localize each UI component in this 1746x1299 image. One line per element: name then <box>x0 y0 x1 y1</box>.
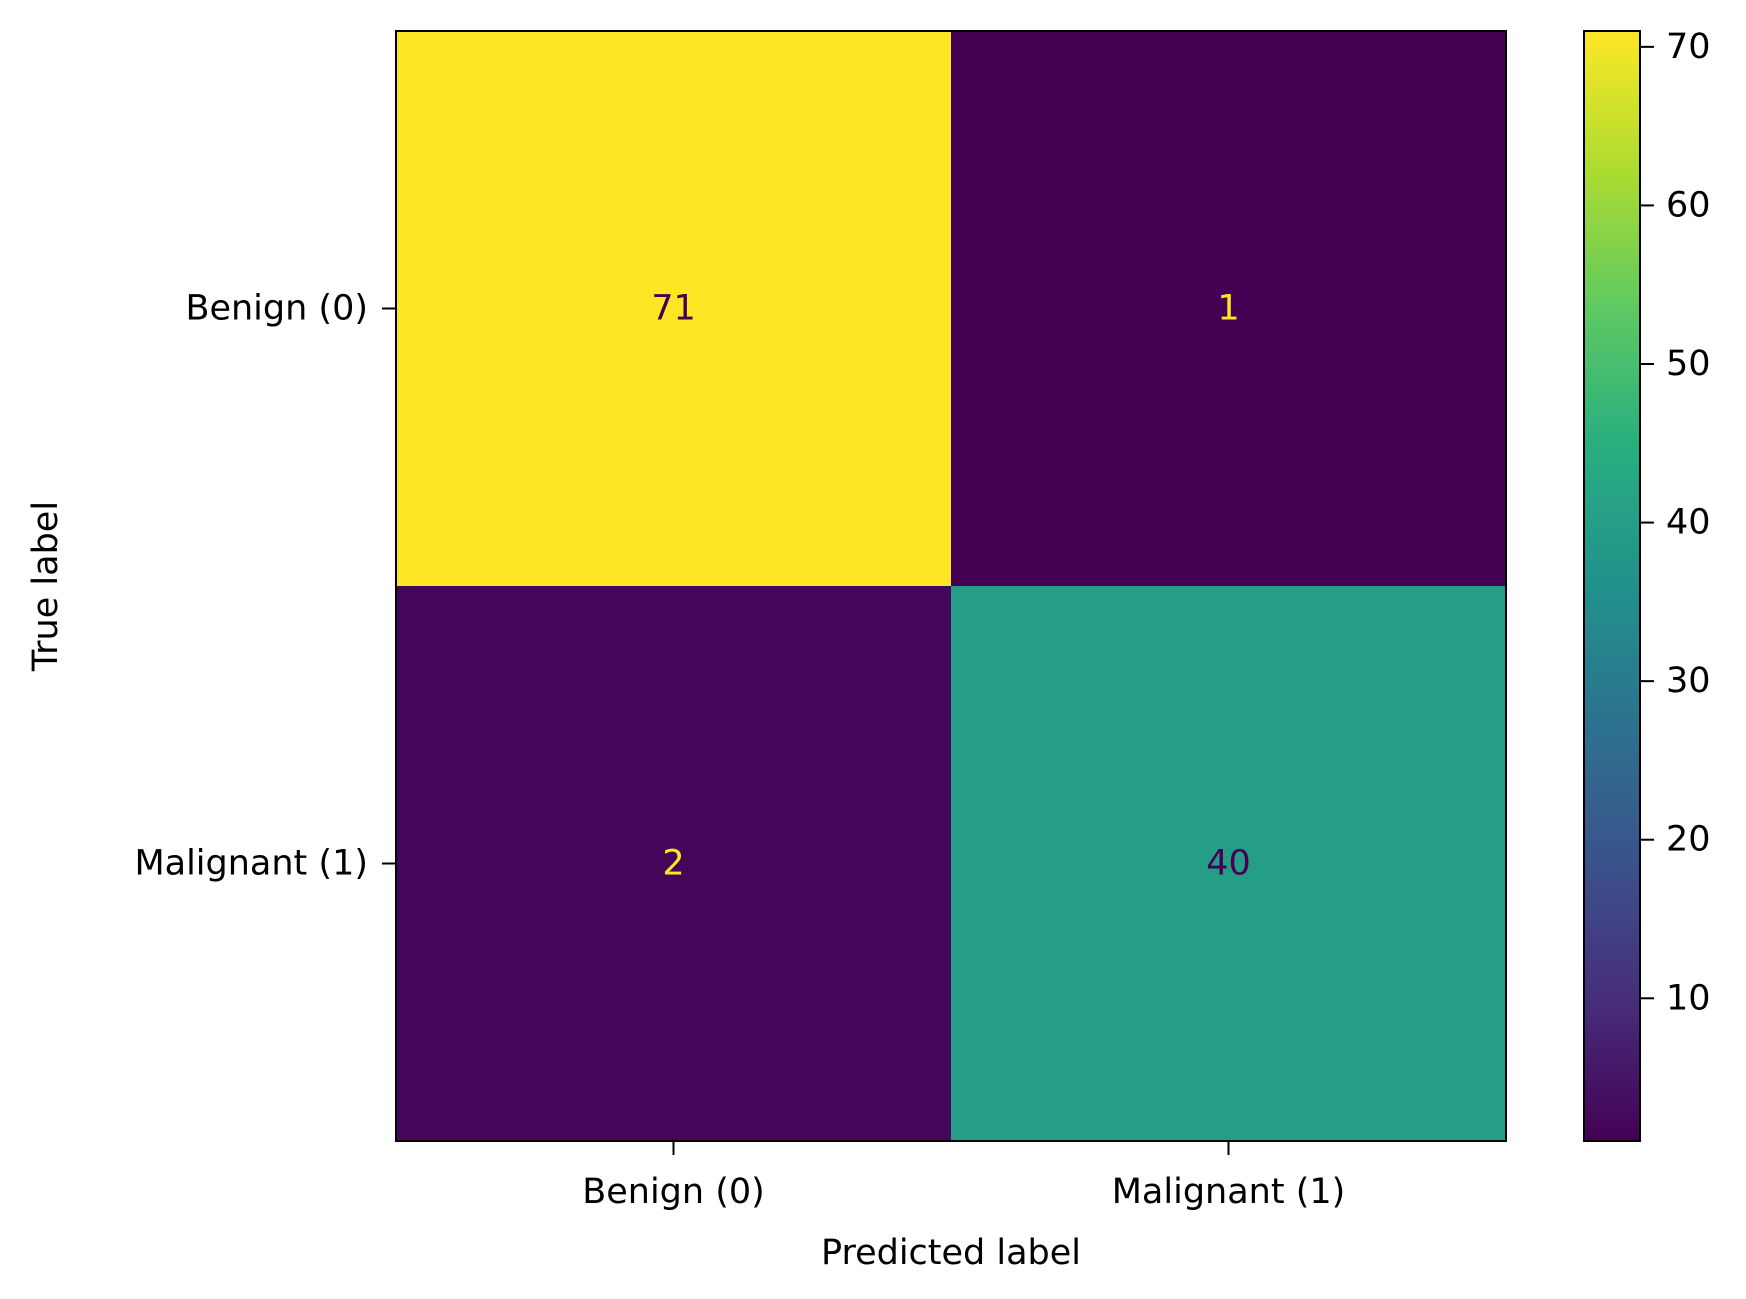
y-axis-title: True label <box>26 501 66 672</box>
colorbar-tick-label: 40 <box>1666 503 1711 543</box>
cell-value-r1-c1: 40 <box>1206 844 1251 884</box>
x-axis-ticks: Benign (0) Malignant (1) <box>582 1141 1345 1212</box>
colorbar-tick-label: 20 <box>1666 820 1711 860</box>
matrix-cell-r0-c1 <box>951 31 1506 586</box>
x-tick-label: Malignant (1) <box>1112 1172 1346 1212</box>
cell-value-r1-c0: 2 <box>662 844 684 884</box>
colorbar-tick-label: 60 <box>1666 185 1711 225</box>
colorbar-gradient <box>1584 31 1640 1141</box>
y-tick-label: Malignant (1) <box>134 844 368 884</box>
colorbar-ticks: 10 20 30 40 50 60 70 <box>1640 27 1711 1018</box>
matrix-cell-r1-c1 <box>951 586 1506 1141</box>
colorbar: 10 20 30 40 50 60 70 <box>1583 27 1711 1142</box>
cell-value-r0-c1: 1 <box>1217 289 1239 329</box>
colorbar-tick-label: 10 <box>1666 978 1711 1018</box>
cell-value-r0-c0: 71 <box>651 289 696 329</box>
y-axis-ticks: Benign (0) Malignant (1) <box>134 289 396 884</box>
plot-frame <box>395 30 1507 1142</box>
matrix-cell-r0-c0 <box>396 31 951 586</box>
colorbar-tick-label: 30 <box>1666 661 1711 701</box>
matrix-cell-labels: 71 1 2 40 <box>651 289 1251 884</box>
colorbar-frame <box>1583 30 1641 1142</box>
x-axis-title: Predicted label <box>821 1233 1081 1273</box>
matrix-cells <box>396 31 1506 1141</box>
y-tick-label: Benign (0) <box>185 289 368 329</box>
matrix-cell-r1-c0 <box>396 586 951 1141</box>
colorbar-tick-label: 70 <box>1666 27 1711 67</box>
x-tick-label: Benign (0) <box>582 1172 765 1212</box>
colorbar-tick-label: 50 <box>1666 344 1711 384</box>
